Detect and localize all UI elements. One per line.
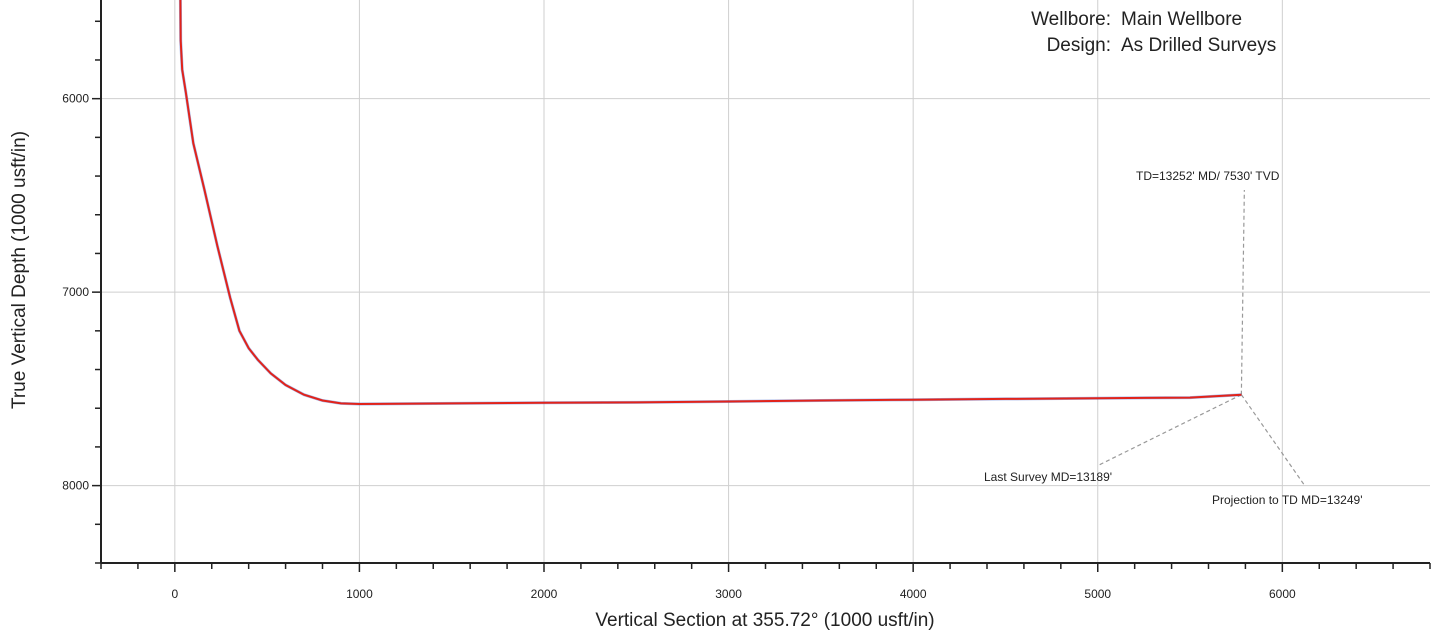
grid-lines <box>101 0 1430 563</box>
x-axis-title: Vertical Section at 355.72° (1000 usft/i… <box>595 610 934 631</box>
series-line <box>179 0 1242 406</box>
series-underline <box>178 0 1242 406</box>
leader-td <box>1240 189 1245 395</box>
x-tick-label: 5000 <box>1084 587 1111 601</box>
annotation-projection: Projection to TD MD=13249' <box>1212 493 1362 507</box>
y-axis-title: True Vertical Depth (1000 usft/in) <box>9 131 30 409</box>
x-tick-label: 1000 <box>346 587 373 601</box>
annotation-leaders <box>1096 189 1306 487</box>
info-wellbore-value: Main Wellbore <box>1121 9 1242 30</box>
y-tick-label: 8000 <box>62 479 89 493</box>
axes: 0 1000 2000 3000 4000 5000 6000 6000 7000 8000 <box>62 0 1431 601</box>
x-tick-label: 4000 <box>900 587 927 601</box>
info-design-label: Design: <box>1047 35 1111 56</box>
annotation-last-survey: Last Survey MD=13189' <box>984 470 1112 484</box>
series-layer <box>178 0 1242 406</box>
x-tick-label: 6000 <box>1269 587 1296 601</box>
y-tick-label: 7000 <box>62 285 89 299</box>
annotation-td: TD=13252' MD/ 7530' TVD <box>1136 169 1280 183</box>
x-tick-label: 2000 <box>531 587 558 601</box>
info-design-value: As Drilled Surveys <box>1121 35 1276 56</box>
x-tick-label: 0 <box>171 587 178 601</box>
leader-projection <box>1240 394 1306 487</box>
y-tick-label: 6000 <box>62 92 89 106</box>
info-wellbore-label: Wellbore: <box>1031 9 1111 30</box>
x-tick-label: 3000 <box>715 587 742 601</box>
leader-last-survey <box>1096 394 1242 467</box>
